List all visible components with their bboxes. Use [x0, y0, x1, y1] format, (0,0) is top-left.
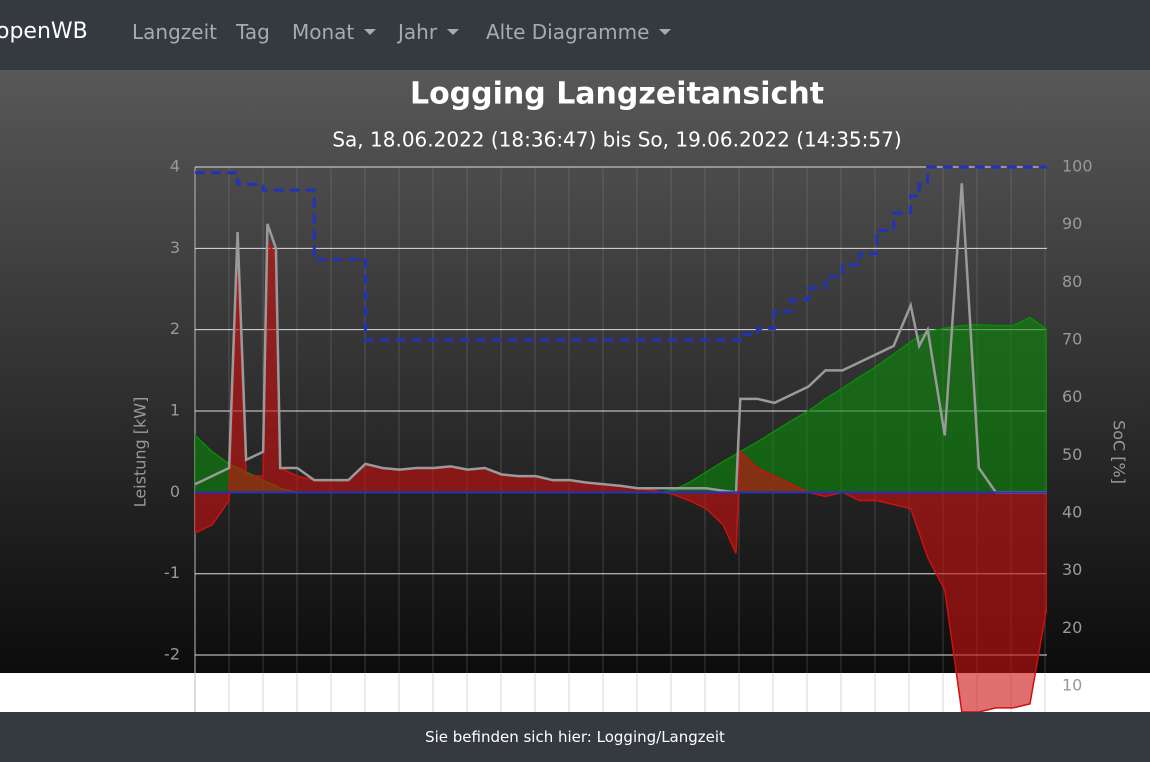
- footer: Sie befinden sich hier: Logging/Langzeit: [0, 712, 1150, 757]
- chart-subtitle: Sa, 18.06.2022 (18:36:47) bis So, 19.06.…: [332, 128, 901, 152]
- y-tick-label: 0: [170, 482, 180, 501]
- soc-line: [195, 165, 1047, 342]
- y2-axis-label: SoC [%]: [1110, 420, 1129, 484]
- y2-tick-label: 100: [1062, 157, 1093, 176]
- chart-title: Logging Langzeitansicht: [410, 77, 824, 112]
- y-tick-label: -2: [164, 645, 180, 664]
- navbar: openWB Langzeit Tag Monat Jahr Alte Diag…: [0, 0, 1150, 70]
- y2-tick-label: 10: [1062, 676, 1082, 695]
- y-tick-label: 3: [170, 238, 180, 257]
- y-tick-label: 4: [170, 157, 180, 176]
- y-tick-label: 2: [170, 319, 180, 338]
- y2-tick-label: 80: [1062, 272, 1082, 291]
- chart: Logging Langzeitansicht Sa, 18.06.2022 (…: [0, 70, 1150, 712]
- nav-link[interactable]: Langzeit: [132, 20, 217, 44]
- y-tick-label: 1: [170, 401, 180, 420]
- y2-tick-label: 70: [1062, 330, 1082, 349]
- y2-tick-label: 30: [1062, 560, 1082, 579]
- y2-tick-label: 40: [1062, 503, 1082, 522]
- nav-dropdown[interactable]: Jahr: [398, 20, 459, 44]
- y-tick-label: -1: [164, 563, 180, 582]
- y2-tick-label: 50: [1062, 445, 1082, 464]
- nav-dropdown[interactable]: Alte Diagramme: [486, 20, 671, 44]
- line-series: [195, 183, 1047, 494]
- plot-area: [195, 165, 1047, 712]
- brand[interactable]: openWB: [0, 19, 88, 44]
- nav-link[interactable]: Tag: [236, 20, 270, 44]
- y2-tick-label: 60: [1062, 387, 1082, 406]
- nav-dropdown[interactable]: Monat: [292, 20, 376, 44]
- y-axis-label: Leistung [kW]: [131, 397, 150, 508]
- y2-tick-label: 20: [1062, 618, 1082, 637]
- y2-tick-label: 90: [1062, 214, 1082, 233]
